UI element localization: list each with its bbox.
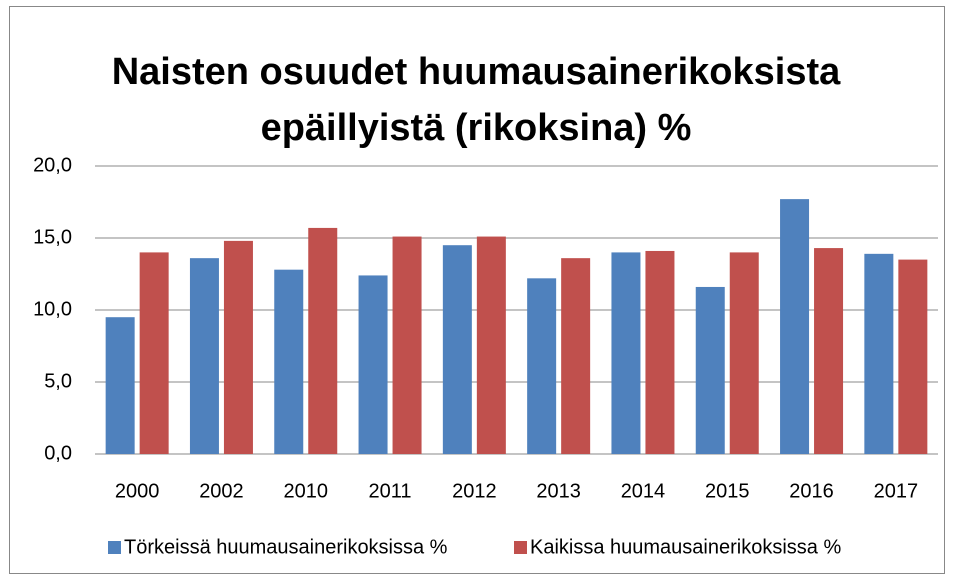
bar <box>189 258 219 454</box>
x-tick-label: 2013 <box>536 480 581 502</box>
x-tick-label: 2014 <box>621 480 666 502</box>
bar <box>611 252 641 454</box>
y-tick-label: 10,0 <box>33 298 72 320</box>
y-tick-label: 5,0 <box>44 370 72 392</box>
bar <box>223 240 253 454</box>
bar <box>729 252 759 454</box>
bar <box>645 250 675 454</box>
x-tick-label: 2010 <box>284 480 329 502</box>
bar <box>358 275 388 454</box>
bar <box>814 248 844 454</box>
bar <box>308 227 338 454</box>
bar <box>476 236 506 454</box>
bar <box>139 252 169 454</box>
chart-title: epäillyistä (rikoksina) % <box>261 107 692 149</box>
bar <box>898 259 928 454</box>
bar <box>864 253 894 454</box>
x-tick-label: 2017 <box>874 480 919 502</box>
x-tick-label: 2012 <box>452 480 497 502</box>
bar <box>442 245 472 454</box>
chart-title: Naisten osuudet huumausainerikoksista <box>112 51 841 93</box>
y-tick-label: 20,0 <box>33 154 72 176</box>
bar <box>780 199 810 454</box>
legend-swatch <box>514 541 527 554</box>
legend-swatch <box>108 541 121 554</box>
x-tick-label: 2015 <box>705 480 750 502</box>
y-tick-label: 0,0 <box>44 442 72 464</box>
legend-label: Törkeissä huumausainerikoksissa % <box>124 536 448 558</box>
bar <box>695 286 725 454</box>
legend-label: Kaikissa huumausainerikoksissa % <box>530 536 841 558</box>
x-tick-label: 2000 <box>115 480 160 502</box>
bar <box>392 236 422 454</box>
bar <box>274 269 304 454</box>
bar <box>561 258 591 454</box>
bar <box>105 317 135 454</box>
x-tick-label: 2011 <box>369 480 412 502</box>
x-tick-label: 2016 <box>789 480 834 502</box>
y-tick-label: 15,0 <box>33 226 72 248</box>
bar <box>527 278 557 454</box>
x-tick-label: 2002 <box>199 480 244 502</box>
